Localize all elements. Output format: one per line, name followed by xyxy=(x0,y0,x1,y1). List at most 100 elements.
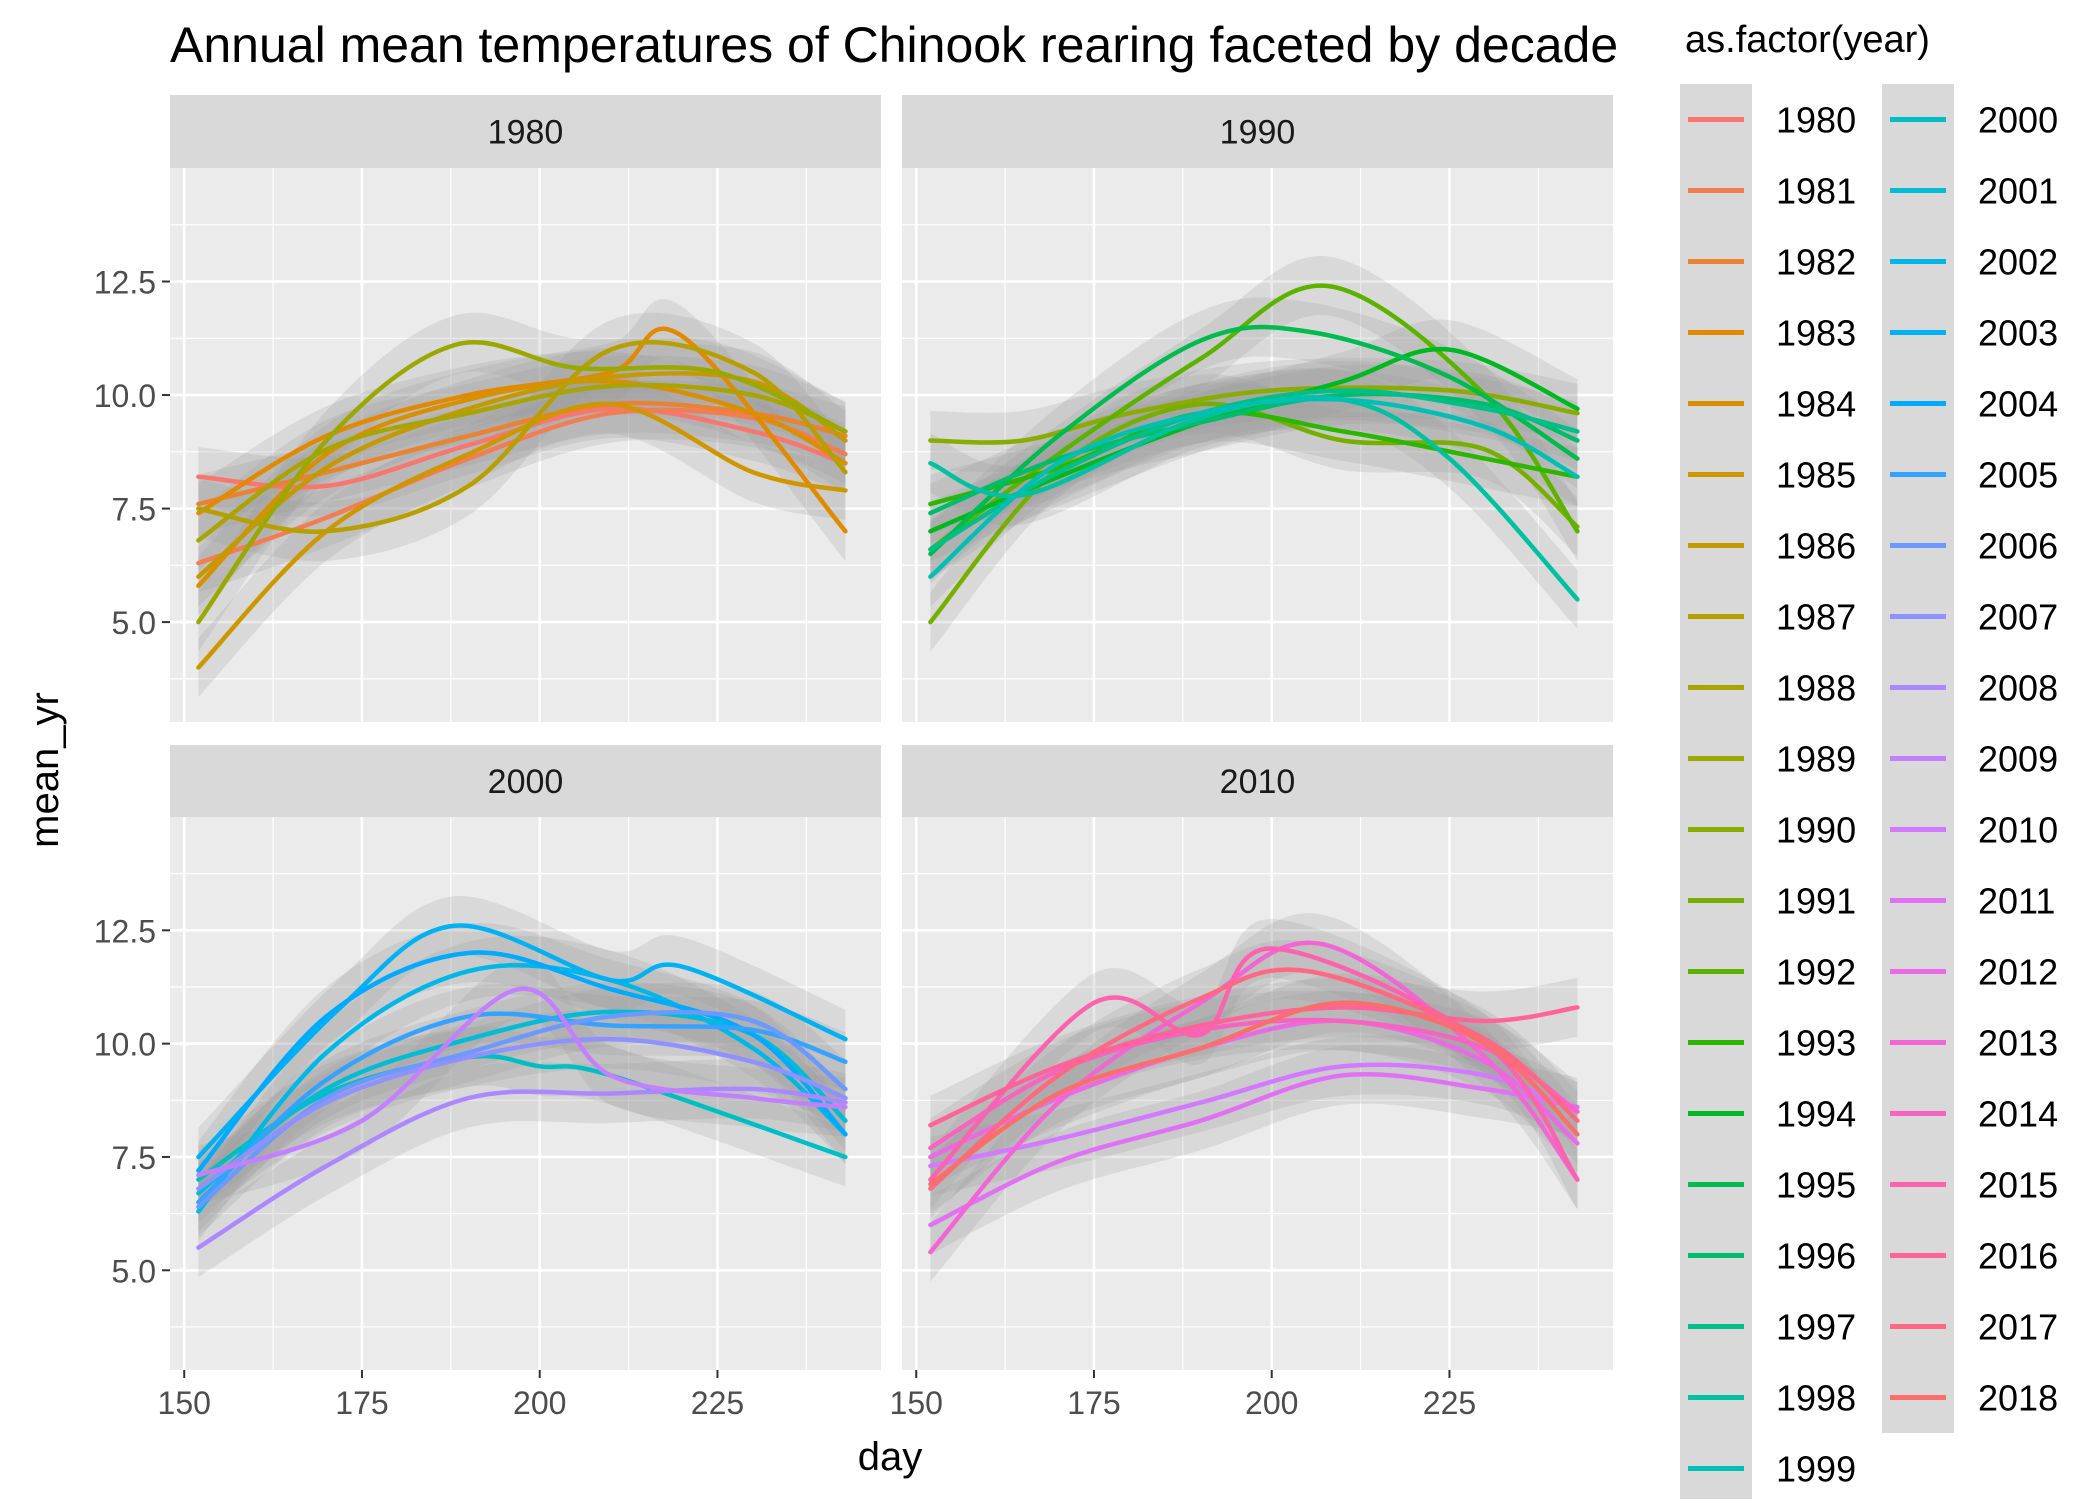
series-line-2014 xyxy=(928,1017,1580,1151)
legend-label: 2015 xyxy=(1978,1165,2058,1206)
legend-label: 2016 xyxy=(1978,1236,2058,1277)
legend-label: 1981 xyxy=(1776,171,1856,212)
legend-item-2013: 2013 xyxy=(1882,1007,2058,1078)
confidence-band-1985 xyxy=(198,374,846,697)
series-line-2004 xyxy=(196,950,848,1173)
x-tick-label: 200 xyxy=(513,1385,566,1421)
series-line-2017 xyxy=(928,967,1580,1191)
series-line-2011 xyxy=(928,1071,1580,1228)
confidence-band-2016 xyxy=(930,977,1578,1155)
legend-item-1987: 1987 xyxy=(1680,581,1856,652)
series-line-2002 xyxy=(196,963,848,1214)
series-line-1997 xyxy=(928,388,1580,552)
y-tick-label: 12.5 xyxy=(94,265,156,301)
legend-label: 2002 xyxy=(1978,242,2058,283)
confidence-band-2017 xyxy=(930,940,1578,1219)
legend-label: 2009 xyxy=(1978,739,2058,780)
facet-strip xyxy=(170,95,881,168)
legend-item-1996: 1996 xyxy=(1680,1220,1856,1291)
confidence-band-1986 xyxy=(198,343,846,607)
legend-label: 1999 xyxy=(1776,1449,1856,1490)
facet-strip xyxy=(902,745,1613,817)
x-tick-label: 150 xyxy=(158,1385,211,1421)
legend-item-1992: 1992 xyxy=(1680,936,1856,1007)
legend-label: 2003 xyxy=(1978,313,2058,354)
legend-item-1997: 1997 xyxy=(1680,1291,1856,1362)
legend-label: 2012 xyxy=(1978,952,2058,993)
legend-label: 2000 xyxy=(1978,100,2058,141)
legend-label: 2017 xyxy=(1978,1307,2058,1348)
confidence-band-1992 xyxy=(930,256,1578,579)
legend-item-2017: 2017 xyxy=(1882,1291,2058,1362)
legend-layer: as.factor(year) 1980 1981 1982 1983 1984 1985 1… xyxy=(1680,19,2058,1504)
legend-label: 1990 xyxy=(1776,810,1856,851)
panel-background xyxy=(902,817,1613,1370)
panel-2010: 2010 xyxy=(902,745,1613,1370)
panel-1990: 1990 xyxy=(902,95,1613,722)
legend-item-1998: 1998 xyxy=(1680,1362,1856,1433)
series-line-2009 xyxy=(196,986,848,1178)
facet-strip-label: 1980 xyxy=(488,114,564,152)
confidence-band-1994 xyxy=(930,319,1578,561)
legend-label: 1992 xyxy=(1776,952,1856,993)
legend-label: 2011 xyxy=(1978,881,2055,922)
legend-label: 1982 xyxy=(1776,242,1856,283)
legend-label: 2010 xyxy=(1978,810,2058,851)
series-line-2005 xyxy=(196,1011,848,1205)
confidence-band-2001 xyxy=(198,982,846,1223)
legend-label: 1996 xyxy=(1776,1236,1856,1277)
legend-item-1981: 1981 xyxy=(1680,155,1856,226)
legend-label: 1989 xyxy=(1776,739,1856,780)
axes-layer: 5.0 7.5 10.0 12.5 5.0 7.5 10.0 12.5 150 175 200 225… xyxy=(94,265,1476,1421)
legend-label: 1980 xyxy=(1776,100,1856,141)
legend-item-2008: 2008 xyxy=(1882,652,2058,723)
y-tick-label: 5.0 xyxy=(112,1253,156,1289)
legend-item-2018: 2018 xyxy=(1882,1362,2058,1433)
legend-item-1980: 1980 xyxy=(1680,84,1856,155)
legend-item-1990: 1990 xyxy=(1680,794,1856,865)
confidence-band-1995 xyxy=(930,297,1578,584)
y-tick-label: 10.0 xyxy=(94,378,156,414)
confidence-band-1983 xyxy=(198,299,846,561)
legend-label: 2005 xyxy=(1978,455,2058,496)
legend-item-2004: 2004 xyxy=(1882,368,2058,439)
series-line-1987 xyxy=(196,340,848,534)
facet-strip-label: 2010 xyxy=(1220,763,1296,801)
series-line-1985 xyxy=(196,401,848,670)
y-axis-title: mean_yr xyxy=(23,692,67,848)
series-line-2010 xyxy=(928,1062,1580,1169)
legend-item-2000: 2000 xyxy=(1882,84,2058,155)
legend-item-1993: 1993 xyxy=(1680,1007,1856,1078)
confidence-band-2008 xyxy=(198,1059,846,1278)
confidence-band-1997 xyxy=(930,360,1578,579)
legend-item-2011: 2011 xyxy=(1882,865,2055,936)
legend-item-1986: 1986 xyxy=(1680,510,1856,581)
x-tick-label: 225 xyxy=(691,1385,744,1421)
y-tick-label: 5.0 xyxy=(112,605,156,641)
legend-label: 1985 xyxy=(1776,455,1856,496)
legend-label: 2004 xyxy=(1978,384,2058,425)
x-tick-label: 150 xyxy=(890,1385,943,1421)
series-line-1996 xyxy=(928,391,1580,516)
legend-item-1984: 1984 xyxy=(1680,368,1856,439)
y-tick-label: 7.5 xyxy=(112,1140,156,1176)
x-tick-label: 175 xyxy=(335,1385,388,1421)
confidence-band-2007 xyxy=(198,1009,846,1219)
legend-label: 1995 xyxy=(1776,1165,1856,1206)
x-axis-title: day xyxy=(858,1435,923,1479)
legend-label: 1986 xyxy=(1776,526,1856,567)
legend-item-2005: 2005 xyxy=(1882,439,2058,510)
y-tick-label: 10.0 xyxy=(94,1027,156,1063)
legend-item-1989: 1989 xyxy=(1680,723,1856,794)
legend-label: 1998 xyxy=(1776,1378,1856,1419)
legend-label: 2018 xyxy=(1978,1378,2058,1419)
legend-item-1999: 1999 xyxy=(1680,1433,1856,1504)
legend-label: 2006 xyxy=(1978,526,2058,567)
series-line-2003 xyxy=(196,923,848,1160)
facet-strip-label: 2000 xyxy=(488,763,564,801)
legend-item-1983: 1983 xyxy=(1680,297,1856,368)
series-line-1989 xyxy=(196,340,848,625)
confidence-band-1989 xyxy=(198,312,846,652)
series-line-2013 xyxy=(928,940,1580,1255)
series-line-1995 xyxy=(928,324,1580,557)
